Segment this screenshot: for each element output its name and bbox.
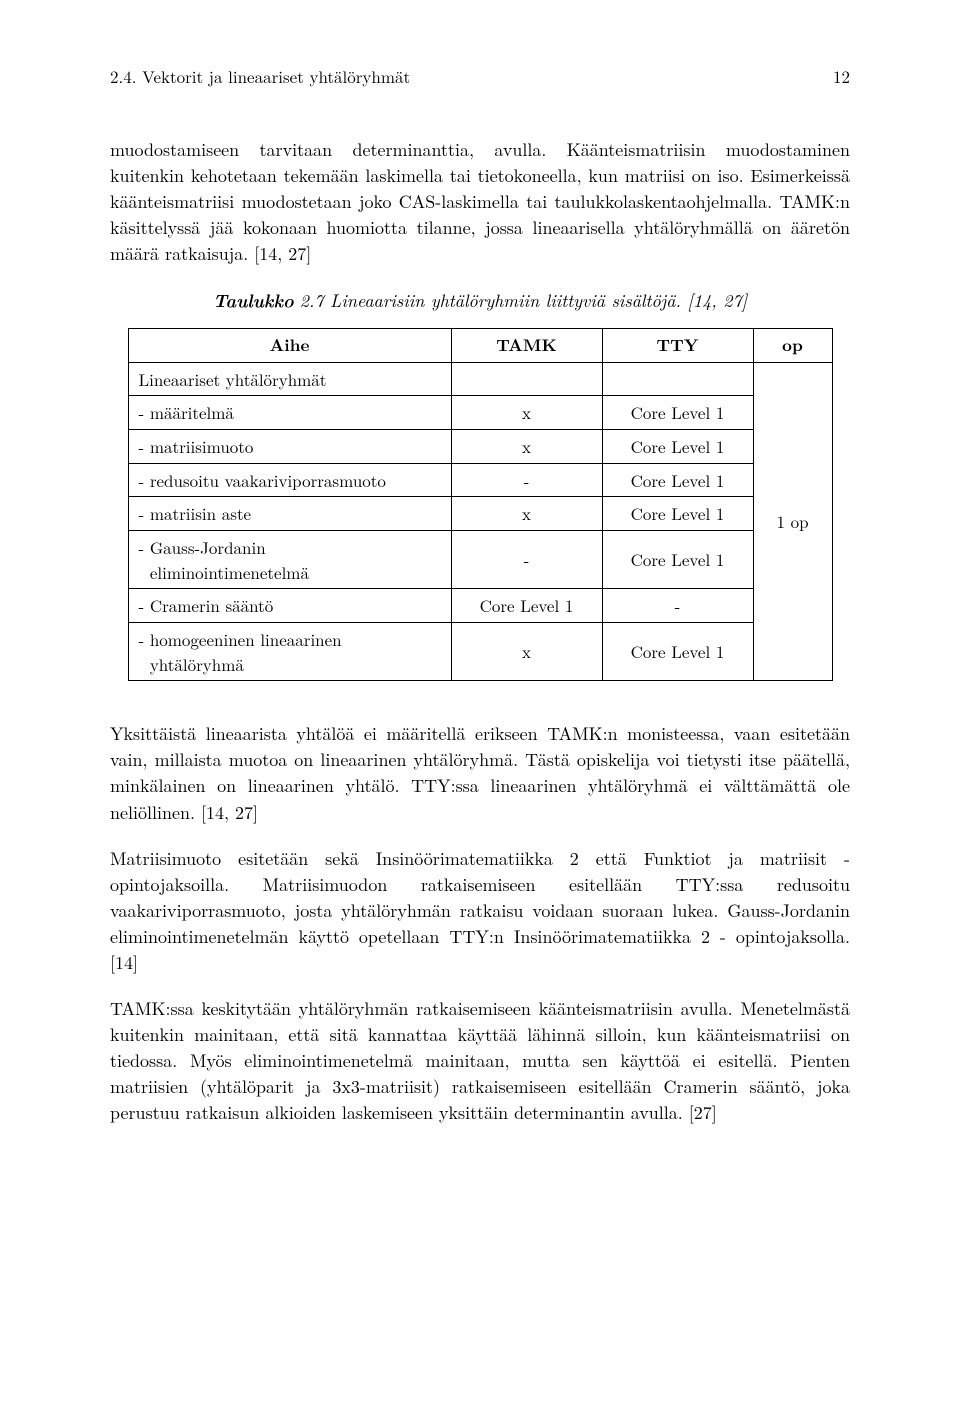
tty-cell: Core Level 1 — [602, 622, 753, 680]
aihe-cell: - matriisin aste — [128, 497, 451, 531]
tamk-cell: - — [451, 463, 602, 497]
aihe-cell: - redusoitu vaakariviporrasmuoto — [128, 463, 451, 497]
aihe-line1: - homogeeninen lineaarinen — [139, 627, 342, 651]
caption-label: Taulukko — [213, 286, 294, 313]
aihe-cell: - Gauss-Jordanin eliminointimenetelmä — [128, 531, 451, 589]
tty-cell: Core Level 1 — [602, 430, 753, 464]
tty-cell: Core Level 1 — [602, 531, 753, 589]
aihe-cell: - matriisimuoto — [128, 430, 451, 464]
tamk-cell: x — [451, 497, 602, 531]
table-header-row: Aihe TAMK TTY op — [128, 329, 832, 363]
col-tamk: TAMK — [451, 329, 602, 363]
page: 2.4. Vektorit ja lineaariset yhtälöryhmä… — [0, 0, 960, 1414]
paragraph-3: Matriisimuoto esitetään sekä Insinöörima… — [110, 846, 850, 976]
aihe-cell: - määritelmä — [128, 396, 451, 430]
section-row-empty-tty — [602, 362, 753, 396]
tamk-cell: Core Level 1 — [451, 589, 602, 623]
col-tty: TTY — [602, 329, 753, 363]
tamk-cell: x — [451, 396, 602, 430]
tty-cell: Core Level 1 — [602, 463, 753, 497]
tamk-cell: x — [451, 622, 602, 680]
aihe-line2: eliminointimenetelmä — [139, 560, 309, 584]
tty-cell: - — [602, 589, 753, 623]
table-row: - Cramerin sääntö Core Level 1 - — [128, 589, 832, 623]
running-header: 2.4. Vektorit ja lineaariset yhtälöryhmä… — [110, 64, 850, 89]
op-cell: 1 op — [753, 362, 832, 680]
table-row: - matriisin aste x Core Level 1 — [128, 497, 832, 531]
aihe-line2: yhtälöryhmä — [139, 652, 244, 676]
section-row-empty-tamk — [451, 362, 602, 396]
col-aihe: Aihe — [128, 329, 451, 363]
table-row: - matriisimuoto x Core Level 1 — [128, 430, 832, 464]
content-table: Aihe TAMK TTY op Lineaariset yhtälöryhmä… — [128, 328, 833, 681]
caption-text: 2.7 Lineaarisiin yhtälöryhmiin liittyviä… — [300, 288, 748, 313]
table-row: - Gauss-Jordanin eliminointimenetelmä - … — [128, 531, 832, 589]
aihe-cell: - homogeeninen lineaarinen yhtälöryhmä — [128, 622, 451, 680]
tamk-cell: x — [451, 430, 602, 464]
table-row: - määritelmä x Core Level 1 — [128, 396, 832, 430]
section-title: 2.4. Vektorit ja lineaariset yhtälöryhmä… — [110, 64, 410, 89]
tty-cell: Core Level 1 — [602, 396, 753, 430]
aihe-cell: - Cramerin sääntö — [128, 589, 451, 623]
paragraph-4: TAMK:ssa keskitytään yhtälöryhmän ratkai… — [110, 996, 850, 1126]
tamk-cell: - — [451, 531, 602, 589]
page-number: 12 — [833, 64, 850, 89]
table-section-row: Lineaariset yhtälöryhmät 1 op — [128, 362, 832, 396]
aihe-line1: - Gauss-Jordanin — [139, 535, 266, 559]
paragraph-2: Yksittäistä lineaarista yhtälöä ei määri… — [110, 721, 850, 825]
paragraph-1: muodostamiseen tarvitaan determinanttia,… — [110, 137, 850, 267]
table-caption: Taulukko 2.7 Lineaarisiin yhtälöryhmiin … — [110, 287, 850, 314]
col-op: op — [753, 329, 832, 363]
table-row: - homogeeninen lineaarinen yhtälöryhmä x… — [128, 622, 832, 680]
tty-cell: Core Level 1 — [602, 497, 753, 531]
table-row: - redusoitu vaakariviporrasmuoto - Core … — [128, 463, 832, 497]
section-row-title: Lineaariset yhtälöryhmät — [128, 362, 451, 396]
